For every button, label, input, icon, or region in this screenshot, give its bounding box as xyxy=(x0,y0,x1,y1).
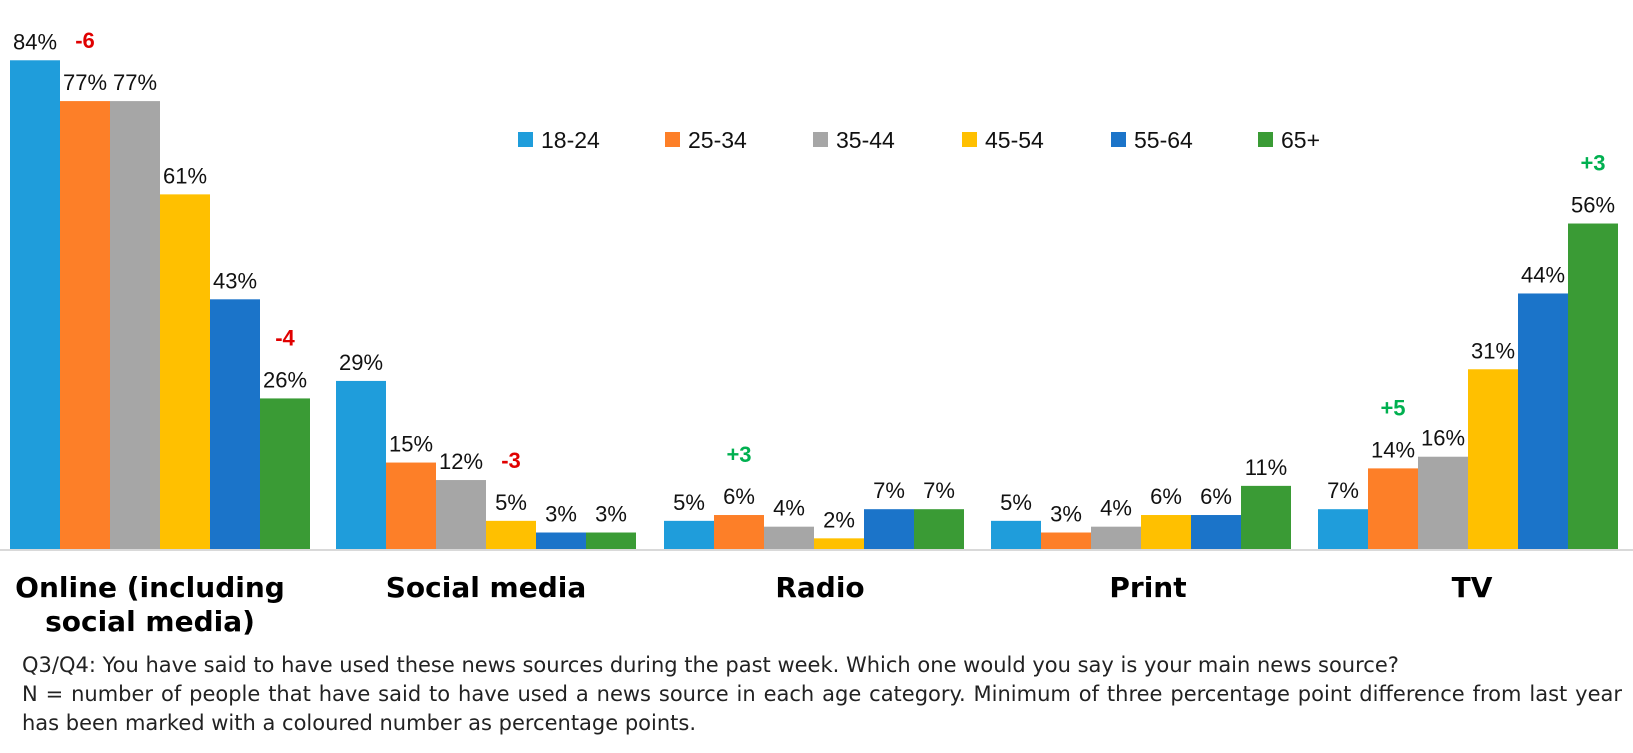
category-label-0-line-0: Online (including xyxy=(15,571,285,604)
bar-1-2 xyxy=(436,480,486,550)
bar-3-3 xyxy=(1141,515,1191,550)
legend-swatch-1 xyxy=(665,132,680,147)
bar-0-4 xyxy=(210,299,260,550)
bar-0-0 xyxy=(10,60,60,550)
data-label-0-1: 77% xyxy=(63,70,107,95)
data-label-4-0: 7% xyxy=(1327,478,1359,503)
bar-2-4 xyxy=(864,509,914,550)
category-label-4: TV xyxy=(1452,571,1493,604)
footnote: Q3/Q4: You have said to have used these … xyxy=(22,651,1622,738)
data-label-3-5: 11% xyxy=(1245,455,1287,480)
data-label-2-0: 5% xyxy=(673,490,705,515)
bar-0-1 xyxy=(60,101,110,550)
bar-4-0 xyxy=(1318,509,1368,550)
legend-swatch-0 xyxy=(518,132,533,147)
bar-1-4 xyxy=(536,532,586,550)
data-label-1-0: 29% xyxy=(339,350,383,375)
data-label-2-3: 2% xyxy=(823,507,855,532)
bar-3-1 xyxy=(1041,532,1091,550)
bar-1-1 xyxy=(386,462,436,550)
change-label-5: +3 xyxy=(1580,151,1605,176)
bar-1-5 xyxy=(586,532,636,550)
data-label-3-3: 6% xyxy=(1150,484,1182,509)
data-label-4-1: 14% xyxy=(1371,437,1415,462)
data-label-3-4: 6% xyxy=(1200,484,1232,509)
bar-0-5 xyxy=(260,398,310,550)
data-label-1-3: 5% xyxy=(495,490,527,515)
bar-4-3 xyxy=(1468,369,1518,550)
data-label-4-3: 31% xyxy=(1471,338,1515,363)
data-label-2-5: 7% xyxy=(923,478,955,503)
bar-3-2 xyxy=(1091,526,1141,550)
legend-label-0: 18-24 xyxy=(541,127,600,153)
legend-label-5: 65+ xyxy=(1281,127,1320,153)
data-label-4-2: 16% xyxy=(1421,426,1465,451)
data-labels-group: 84%77% 77%61%43%26%29%15%12%5% 3% 3% 5% 6% 4% 2… xyxy=(13,29,1615,532)
legend-label-1: 25-34 xyxy=(688,127,747,153)
legend-label-4: 55-64 xyxy=(1134,127,1193,153)
change-label-3: +3 xyxy=(726,442,751,467)
bar-3-4 xyxy=(1191,515,1241,550)
footnote-question: Q3/Q4: You have said to have used these … xyxy=(22,653,1399,677)
change-label-0: -6 xyxy=(75,28,95,53)
data-label-0-4: 43% xyxy=(213,268,257,293)
bar-4-4 xyxy=(1518,293,1568,550)
bar-1-0 xyxy=(336,380,386,550)
bar-2-1 xyxy=(714,515,764,550)
bar-4-1 xyxy=(1368,468,1418,550)
category-label-1: Social media xyxy=(386,571,587,604)
bars-group xyxy=(10,60,1618,550)
legend-swatch-5 xyxy=(1258,132,1273,147)
bar-2-3 xyxy=(814,538,864,550)
footnote-note: N = number of people that have said to h… xyxy=(22,682,1622,735)
bar-3-5 xyxy=(1241,485,1291,550)
bar-2-0 xyxy=(664,520,714,550)
data-label-1-5: 3% xyxy=(595,502,627,527)
bar-2-2 xyxy=(764,526,814,550)
legend: 18-24 25-34 35-44 45-54 55-64 65+ xyxy=(518,127,1320,153)
data-label-1-4: 3% xyxy=(545,502,577,527)
bar-4-2 xyxy=(1418,456,1468,550)
legend-label-3: 45-54 xyxy=(985,127,1044,153)
category-label-3: Print xyxy=(1109,571,1186,604)
data-label-0-0: 84% xyxy=(13,29,57,54)
change-label-2: -3 xyxy=(501,448,521,473)
category-label-2: Radio xyxy=(775,571,864,604)
data-label-2-4: 7% xyxy=(873,478,905,503)
change-labels-group: -6 -4 -3 +3 +5 +3 xyxy=(75,28,1605,473)
data-label-3-2: 4% xyxy=(1100,496,1132,521)
data-label-1-2: 12% xyxy=(439,449,483,474)
change-label-4: +5 xyxy=(1380,395,1405,420)
legend-swatch-4 xyxy=(1111,132,1126,147)
bar-3-0 xyxy=(991,520,1041,550)
data-label-1-1: 15% xyxy=(389,432,433,457)
data-label-4-5: 56% xyxy=(1571,193,1615,218)
bar-0-2 xyxy=(110,101,160,550)
data-label-0-5: 26% xyxy=(263,367,307,392)
data-label-4-4: 44% xyxy=(1521,262,1565,287)
bar-2-5 xyxy=(914,509,964,550)
data-label-3-0: 5% xyxy=(1000,490,1032,515)
change-label-1: -4 xyxy=(275,325,295,350)
category-label-0-line-1: social media) xyxy=(45,605,255,638)
data-label-0-2: 77% xyxy=(113,70,157,95)
bar-0-3 xyxy=(160,194,210,550)
legend-swatch-2 xyxy=(813,132,828,147)
legend-swatch-3 xyxy=(962,132,977,147)
bar-4-5 xyxy=(1568,223,1618,550)
legend-label-2: 35-44 xyxy=(836,127,895,153)
data-label-2-1: 6% xyxy=(723,484,755,509)
data-label-0-3: 61% xyxy=(163,163,207,188)
data-label-3-1: 3% xyxy=(1050,502,1082,527)
bar-1-3 xyxy=(486,520,536,550)
bar-chart: 84%77% 77%61%43%26%29%15%12%5% 3% 3% 5% 6% 4% 2… xyxy=(0,28,1633,638)
data-label-2-2: 4% xyxy=(773,496,805,521)
